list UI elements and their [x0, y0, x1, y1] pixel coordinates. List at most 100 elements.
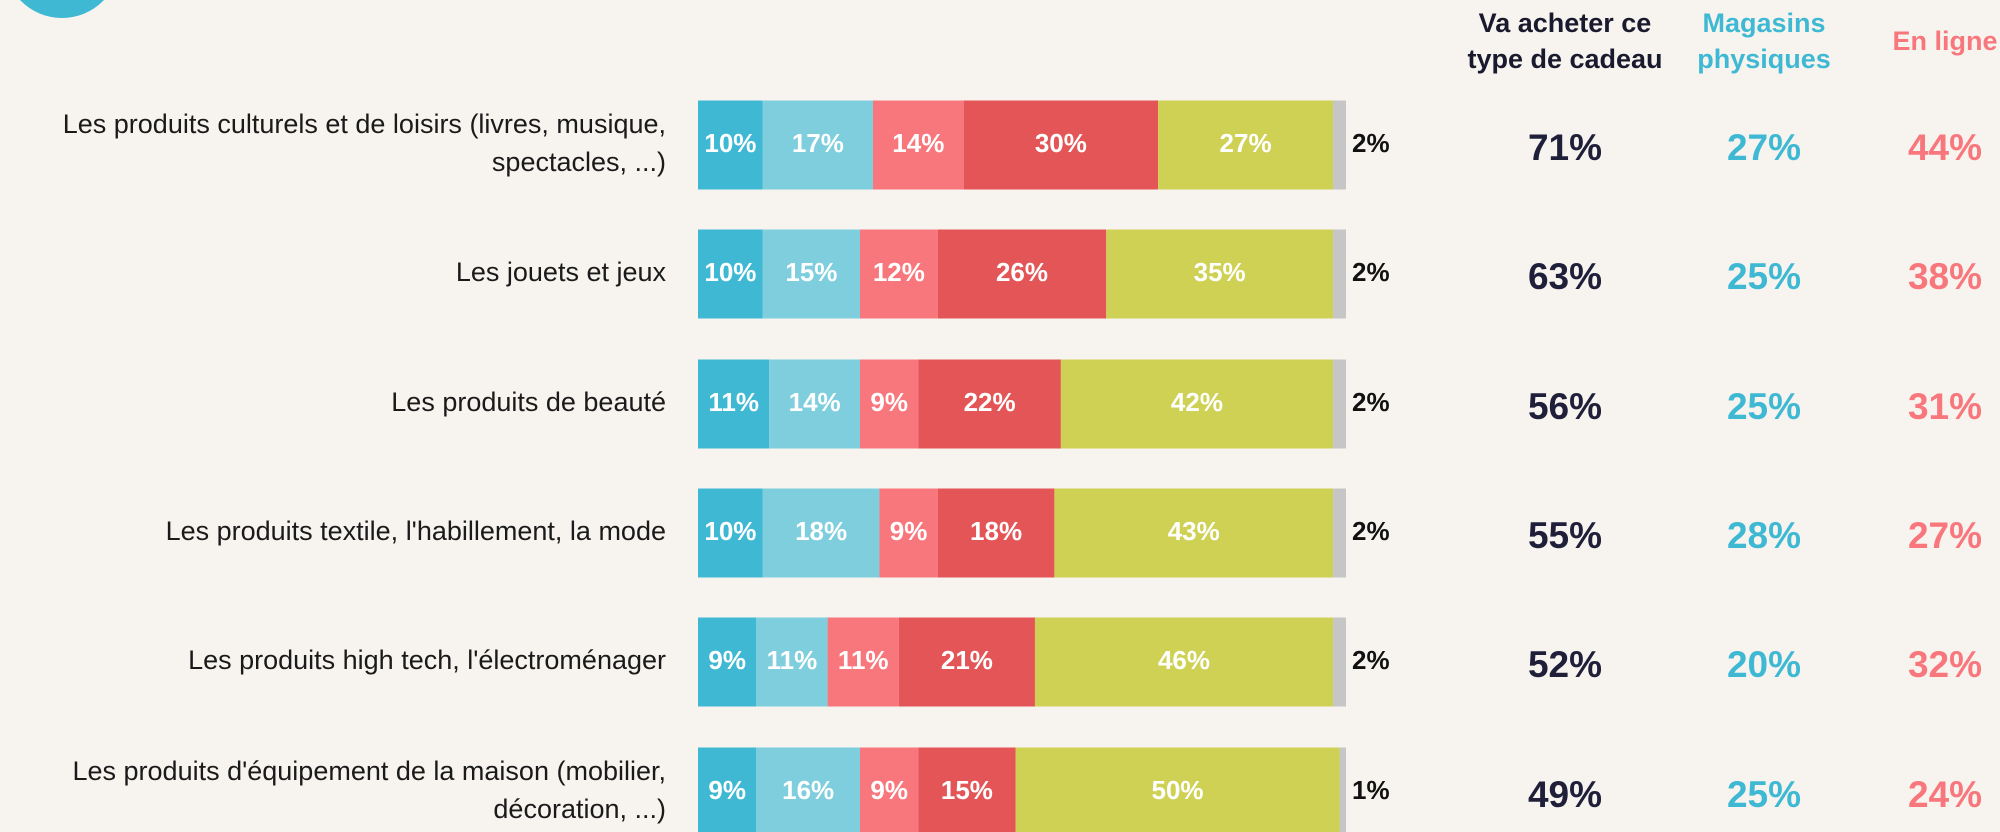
bar-segment: [698, 100, 763, 190]
category-label: spectacles, ...): [492, 147, 666, 177]
value-label: 21%: [941, 645, 993, 675]
bar-segment: [860, 359, 919, 449]
value-label: 12%: [873, 257, 925, 287]
value-label: 2%: [1352, 128, 1390, 158]
value-label: 10%: [704, 516, 756, 546]
value-label: 43%: [1168, 516, 1220, 546]
value-label: 27%: [1220, 128, 1272, 158]
value-label: 2%: [1352, 387, 1390, 417]
column-value: 31%: [1908, 386, 1982, 427]
value-label: 42%: [1171, 387, 1223, 417]
value-label: 9%: [890, 516, 928, 546]
decor-circle: [20, 0, 104, 18]
value-label: 9%: [708, 775, 746, 805]
value-label: 9%: [870, 387, 908, 417]
column-value: 27%: [1908, 515, 1982, 556]
bar-segment: [698, 229, 763, 319]
value-label: 10%: [704, 128, 756, 158]
column-value: 27%: [1727, 127, 1801, 168]
value-label: 2%: [1352, 516, 1390, 546]
column-value: 25%: [1727, 774, 1801, 815]
value-label: 2%: [1352, 645, 1390, 675]
value-label: 30%: [1035, 128, 1087, 158]
bar-segment: [872, 100, 964, 190]
bar-segment: [1054, 488, 1334, 578]
category-label: Les produits high tech, l'électroménager: [188, 645, 666, 675]
column-value: 32%: [1908, 644, 1982, 685]
bar-segment: [1034, 617, 1334, 707]
value-label: 26%: [996, 257, 1048, 287]
column-header: physiques: [1697, 44, 1831, 74]
bar-segment: [762, 100, 873, 190]
bar-segment: [1333, 617, 1346, 707]
column-header: type de cadeau: [1467, 44, 1662, 74]
value-label: 11%: [767, 645, 818, 675]
column-value: 25%: [1727, 256, 1801, 297]
bar-segment: [769, 359, 860, 449]
bar-segment: [937, 229, 1107, 319]
value-label: 22%: [964, 387, 1016, 417]
column-header: Magasins: [1702, 8, 1825, 38]
bar-segment: [762, 488, 880, 578]
bar-segment: [1333, 488, 1346, 578]
category-label: Les produits d'équipement de la maison (…: [73, 756, 667, 786]
value-label: 14%: [892, 128, 944, 158]
bar-segment: [1333, 359, 1346, 449]
bar-segment: [1158, 100, 1334, 190]
column-value: 25%: [1727, 386, 1801, 427]
bar-segment: [860, 747, 919, 832]
category-label: décoration, ...): [493, 794, 666, 824]
value-label: 2%: [1352, 257, 1390, 287]
bar-segment: [756, 617, 828, 707]
bar-segment: [898, 617, 1035, 707]
category-label: Les produits de beauté: [391, 387, 666, 417]
bar-segment: [1333, 229, 1346, 319]
value-label: 17%: [792, 128, 844, 158]
bar-segment: [963, 100, 1159, 190]
bar-segment: [827, 617, 899, 707]
column-value: 63%: [1528, 256, 1602, 297]
value-label: 9%: [708, 645, 746, 675]
column-value: 49%: [1528, 774, 1602, 815]
value-label: 50%: [1151, 775, 1203, 805]
value-label: 1%: [1352, 775, 1390, 805]
bar-segment: [937, 488, 1055, 578]
category-label: Les jouets et jeux: [456, 257, 667, 287]
column-value: 55%: [1528, 515, 1602, 556]
bar-segment: [1106, 229, 1334, 319]
column-value: 20%: [1727, 644, 1801, 685]
bar-segment: [1015, 747, 1340, 832]
value-label: 11%: [708, 387, 759, 417]
column-value: 71%: [1528, 127, 1602, 168]
bar-segment: [860, 229, 938, 319]
value-label: 11%: [838, 645, 889, 675]
value-label: 15%: [785, 257, 837, 287]
column-header: Va acheter ce: [1479, 8, 1652, 38]
value-label: 15%: [941, 775, 993, 805]
category-label: Les produits culturels et de loisirs (li…: [63, 109, 666, 139]
value-label: 35%: [1194, 257, 1246, 287]
value-label: 18%: [795, 516, 847, 546]
bar-segment: [918, 359, 1061, 449]
value-label: 16%: [782, 775, 834, 805]
bar-segment: [1333, 100, 1346, 190]
bar-segment: [756, 747, 860, 832]
bar-segment: [698, 488, 763, 578]
column-value: 38%: [1908, 256, 1982, 297]
column-value: 28%: [1727, 515, 1801, 556]
bar-segment: [698, 359, 770, 449]
bar-segment: [698, 747, 757, 832]
bar-segment: [762, 229, 860, 319]
value-label: 9%: [870, 775, 908, 805]
column-value: 56%: [1528, 386, 1602, 427]
bar-segment: [918, 747, 1016, 832]
value-label: 18%: [970, 516, 1022, 546]
column-value: 24%: [1908, 774, 1982, 815]
bar-segment: [698, 617, 757, 707]
value-label: 10%: [704, 257, 756, 287]
bar-segment: [1060, 359, 1334, 449]
column-value: 44%: [1908, 127, 1982, 168]
bar-segment: [879, 488, 938, 578]
column-header: En ligne: [1892, 26, 1997, 56]
